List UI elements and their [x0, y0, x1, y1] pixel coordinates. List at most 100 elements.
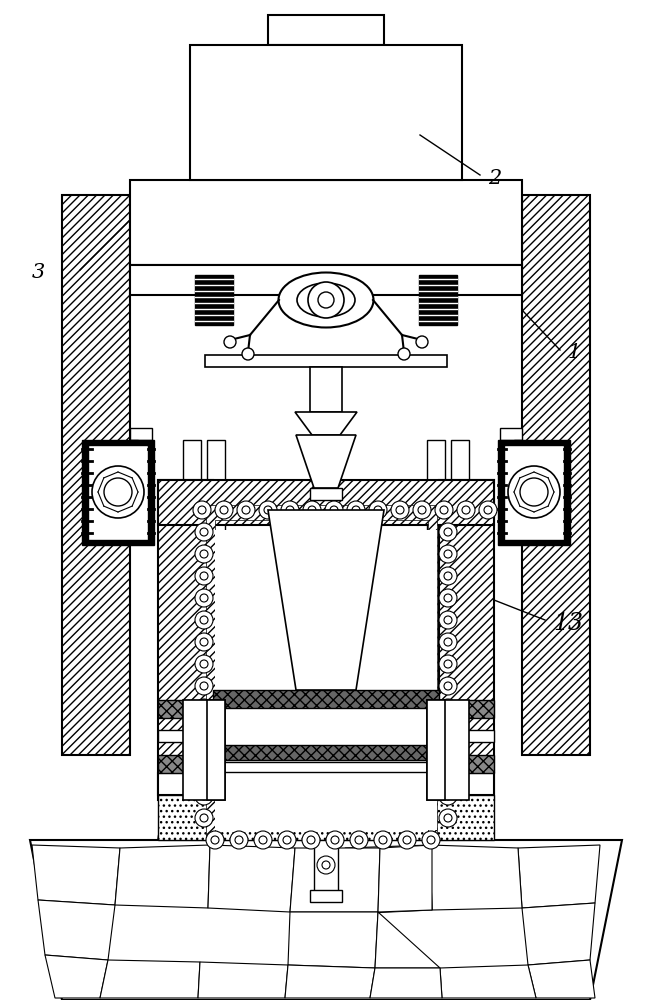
Bar: [207, 440, 225, 795]
Circle shape: [200, 726, 208, 734]
Text: 13: 13: [553, 612, 583, 636]
Circle shape: [200, 704, 208, 712]
Bar: [268, 15, 384, 45]
Circle shape: [444, 748, 452, 756]
Circle shape: [195, 787, 213, 805]
Ellipse shape: [297, 283, 355, 317]
Bar: [427, 440, 445, 795]
Text: 1: 1: [568, 342, 581, 361]
Bar: [213, 762, 439, 772]
Circle shape: [462, 506, 470, 514]
Circle shape: [369, 501, 387, 519]
Bar: [439, 730, 494, 742]
Circle shape: [195, 523, 213, 541]
Bar: [310, 367, 342, 412]
Circle shape: [439, 567, 457, 585]
Polygon shape: [345, 845, 432, 914]
Polygon shape: [430, 845, 522, 910]
Circle shape: [278, 831, 296, 849]
Bar: [213, 745, 439, 760]
Circle shape: [379, 836, 387, 844]
Circle shape: [195, 699, 213, 717]
Polygon shape: [288, 912, 378, 968]
Circle shape: [427, 836, 435, 844]
Circle shape: [318, 292, 334, 308]
Polygon shape: [375, 912, 440, 968]
Circle shape: [224, 336, 236, 348]
Circle shape: [439, 633, 457, 651]
Bar: [314, 840, 338, 895]
Bar: [158, 480, 494, 525]
Circle shape: [200, 770, 208, 778]
Circle shape: [416, 336, 428, 348]
Text: 3: 3: [32, 262, 45, 282]
Bar: [498, 440, 570, 545]
Polygon shape: [296, 435, 356, 488]
Text: 2: 2: [488, 168, 501, 188]
Circle shape: [325, 501, 343, 519]
Circle shape: [444, 660, 452, 668]
Circle shape: [439, 589, 457, 607]
Circle shape: [435, 501, 453, 519]
Circle shape: [200, 572, 208, 580]
Bar: [158, 773, 494, 795]
Bar: [439, 755, 494, 773]
Bar: [439, 480, 494, 800]
Circle shape: [283, 836, 291, 844]
Circle shape: [418, 506, 426, 514]
Circle shape: [439, 523, 457, 541]
Bar: [158, 795, 494, 840]
Bar: [183, 700, 225, 800]
Circle shape: [195, 545, 213, 563]
Bar: [88, 445, 148, 540]
Circle shape: [307, 836, 315, 844]
Circle shape: [286, 506, 294, 514]
Circle shape: [200, 638, 208, 646]
Circle shape: [200, 528, 208, 536]
Circle shape: [439, 765, 457, 783]
Bar: [158, 730, 213, 742]
Circle shape: [439, 699, 457, 717]
Circle shape: [195, 721, 213, 739]
Circle shape: [374, 831, 392, 849]
Circle shape: [206, 831, 224, 849]
Bar: [130, 428, 152, 440]
Polygon shape: [206, 505, 437, 840]
Circle shape: [264, 506, 272, 514]
Polygon shape: [30, 840, 622, 1000]
Circle shape: [457, 501, 475, 519]
Circle shape: [211, 836, 219, 844]
Circle shape: [193, 501, 211, 519]
Circle shape: [195, 743, 213, 761]
Circle shape: [200, 550, 208, 558]
Circle shape: [347, 501, 365, 519]
Circle shape: [439, 721, 457, 739]
Circle shape: [444, 704, 452, 712]
Circle shape: [444, 572, 452, 580]
Circle shape: [200, 814, 208, 822]
Polygon shape: [38, 900, 115, 960]
Circle shape: [200, 792, 208, 800]
Bar: [310, 488, 342, 500]
Circle shape: [439, 787, 457, 805]
Circle shape: [444, 770, 452, 778]
Polygon shape: [208, 845, 295, 912]
Circle shape: [92, 466, 144, 518]
Bar: [215, 530, 437, 830]
Bar: [195, 275, 233, 325]
Polygon shape: [290, 848, 380, 912]
Circle shape: [444, 616, 452, 624]
Circle shape: [444, 726, 452, 734]
Ellipse shape: [278, 272, 374, 328]
Circle shape: [439, 655, 457, 673]
Bar: [130, 440, 138, 470]
Circle shape: [195, 567, 213, 585]
Circle shape: [352, 506, 360, 514]
Circle shape: [444, 792, 452, 800]
Circle shape: [235, 836, 243, 844]
Circle shape: [259, 836, 267, 844]
Circle shape: [195, 611, 213, 629]
Bar: [514, 440, 522, 470]
Bar: [183, 440, 201, 795]
Circle shape: [508, 466, 560, 518]
